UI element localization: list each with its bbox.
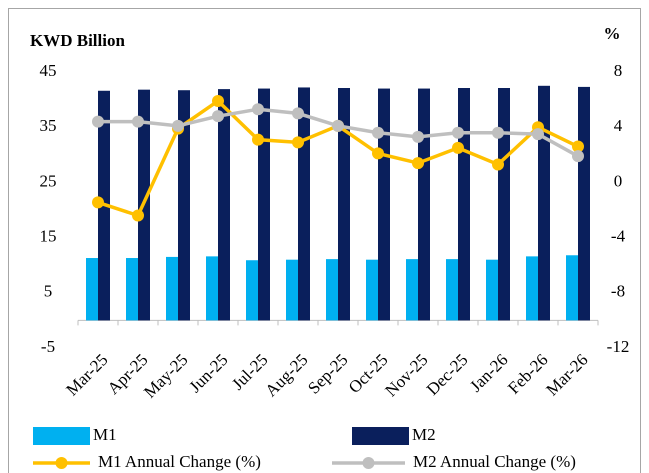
y2-tick-label: -8: [611, 282, 625, 301]
line-marker: [132, 115, 144, 128]
bar: [258, 88, 270, 321]
bar: [298, 87, 310, 321]
line-marker: [92, 196, 104, 209]
y2-tick-label: 4: [614, 116, 623, 135]
line-marker: [132, 209, 144, 222]
line-marker: [172, 119, 184, 132]
x-tick-label: Jun-25: [185, 350, 231, 396]
legend-label: M2 Annual Change (%): [413, 452, 576, 471]
x-tick-label: Nov-25: [381, 350, 431, 400]
line-marker: [372, 147, 384, 160]
legend-swatch: [33, 427, 90, 445]
legend-label: M2: [412, 425, 436, 444]
y2-axis-label: %: [604, 24, 621, 43]
y2-tick-label: 0: [614, 171, 623, 190]
legend-marker: [55, 457, 68, 469]
bar: [338, 88, 350, 321]
legend-label: M1 Annual Change (%): [98, 452, 261, 471]
bar: [566, 255, 578, 321]
y2-tick-label: 8: [614, 61, 623, 80]
line-marker: [292, 136, 304, 149]
y-tick-label: -5: [41, 337, 55, 356]
y-tick-label: 35: [40, 116, 57, 135]
line-marker: [492, 126, 504, 139]
line-marker: [92, 115, 104, 128]
bar: [178, 90, 190, 321]
x-tick-label: Mar-26: [542, 350, 591, 399]
x-tick-label: Feb-26: [504, 350, 551, 397]
line-marker: [532, 128, 544, 141]
bar: [218, 89, 230, 321]
bar: [446, 259, 458, 321]
line-marker: [412, 157, 424, 170]
bar: [366, 259, 378, 321]
line-marker: [412, 130, 424, 143]
bar: [126, 258, 138, 321]
bar: [166, 256, 178, 321]
y-tick-label: 5: [44, 282, 53, 301]
bar: [526, 256, 538, 321]
x-tick-label: Jan-26: [466, 350, 511, 395]
line-marker: [292, 107, 304, 120]
bar: [578, 86, 590, 321]
line-marker: [372, 126, 384, 139]
y-tick-label: 45: [40, 61, 57, 80]
x-tick-label: Sep-25: [304, 350, 351, 397]
y-axis-label: KWD Billion: [30, 31, 125, 50]
line-marker: [212, 110, 224, 123]
y2-tick-label: -12: [607, 337, 630, 356]
line-marker: [332, 119, 344, 132]
x-tick-label: May-25: [140, 350, 191, 401]
bar: [246, 260, 258, 321]
x-tick-label: Mar-25: [62, 350, 111, 399]
line-marker: [212, 94, 224, 107]
bar: [486, 259, 498, 321]
bar: [458, 88, 470, 321]
legend-swatch: [352, 427, 409, 445]
line-marker: [572, 150, 584, 163]
x-tick-label: Aug-25: [261, 350, 311, 400]
bar: [378, 88, 390, 321]
y-tick-label: 15: [40, 227, 57, 246]
bar: [498, 88, 510, 321]
x-tick-label: Dec-25: [423, 350, 472, 399]
bar: [418, 88, 430, 321]
y2-tick-label: -4: [611, 227, 626, 246]
y-tick-label: 25: [40, 171, 57, 190]
line-marker: [252, 133, 264, 146]
bar: [538, 85, 550, 321]
legend-marker: [362, 457, 375, 469]
line-marker: [572, 140, 584, 153]
bar: [286, 259, 298, 321]
line-marker: [452, 126, 464, 139]
bar: [406, 259, 418, 321]
legend-label: M1: [93, 425, 117, 444]
line-marker: [452, 141, 464, 154]
bar: [326, 259, 338, 321]
line-marker: [492, 158, 504, 171]
chart-frame: [8, 8, 641, 473]
line-marker: [252, 103, 264, 116]
bar: [86, 258, 98, 321]
bar: [206, 256, 218, 321]
